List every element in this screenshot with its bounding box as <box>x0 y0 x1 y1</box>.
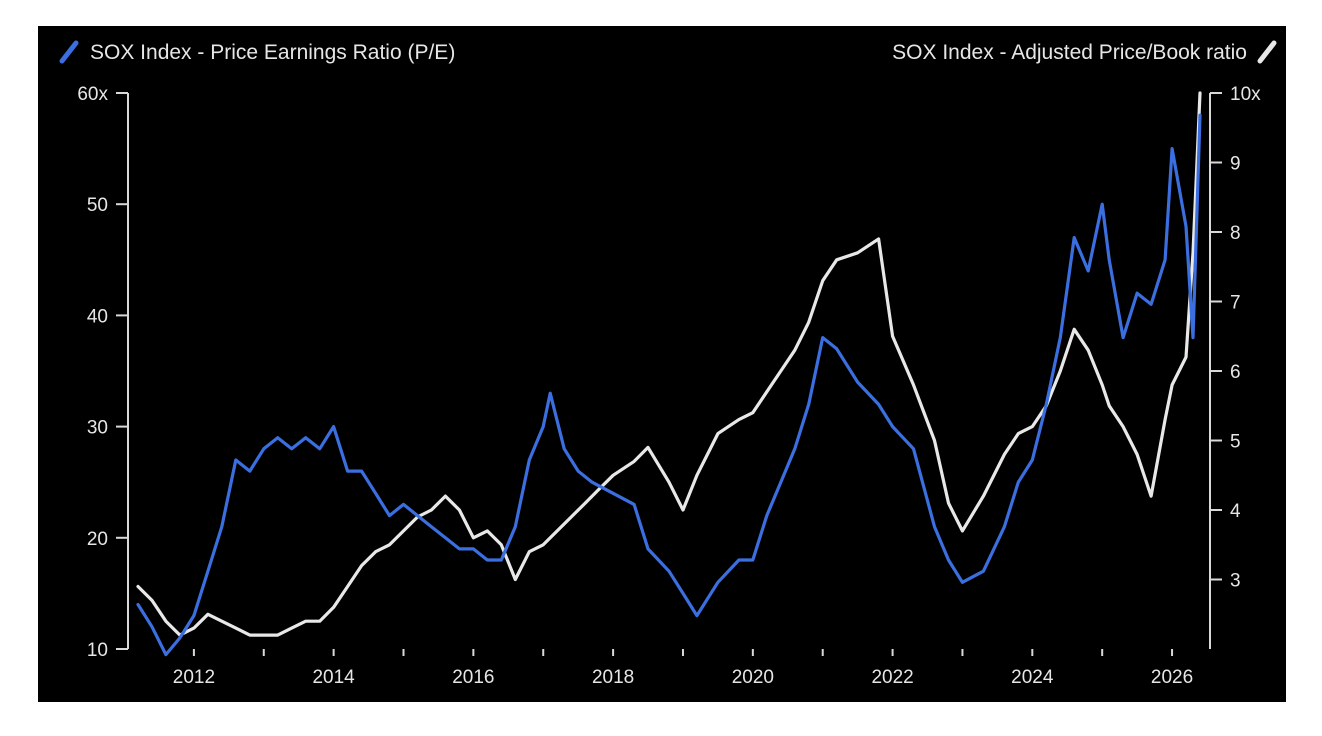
pe-ratio-line <box>136 113 1202 657</box>
x-tick-label: 2016 <box>452 667 494 688</box>
left-tick-label: 50 <box>87 195 108 216</box>
x-tick-label: 2026 <box>1151 667 1193 688</box>
right-tick-label: 5 <box>1230 432 1241 453</box>
x-tick-label: 2012 <box>173 667 215 688</box>
right-y-axis: 3 4 5 6 7 8 9 10x <box>1209 84 1261 649</box>
pb-ratio-line <box>136 91 1202 637</box>
left-tick-label: 20 <box>87 529 108 550</box>
legend-right: SOX Index - Adjusted Price/Book ratio <box>892 40 1277 64</box>
left-tick-label: 60x <box>77 84 108 105</box>
x-axis: 2012 2014 2016 2018 2020 2022 2024 2026 <box>173 649 1193 688</box>
right-tick-label: 4 <box>1230 501 1241 522</box>
x-tick-label: 2018 <box>592 667 634 688</box>
right-tick-label: 8 <box>1230 223 1241 244</box>
pe-pb-line-chart: SOX Index - Price Earnings Ratio (P/E) S… <box>59 40 1277 688</box>
right-tick-label: 9 <box>1230 154 1241 175</box>
pe-legend-swatch-icon <box>59 40 79 64</box>
right-axis-title: SOX Index - Adjusted Price/Book ratio <box>892 41 1247 64</box>
left-tick-label: 40 <box>87 306 108 327</box>
right-tick-label: 7 <box>1230 293 1241 314</box>
left-axis-title: SOX Index - Price Earnings Ratio (P/E) <box>90 41 455 64</box>
right-tick-label: 3 <box>1230 571 1241 592</box>
left-tick-label: 10 <box>87 640 108 661</box>
pb-legend-swatch-icon <box>1257 40 1277 64</box>
chart-panel: SOX Index - Price Earnings Ratio (P/E) S… <box>38 26 1286 702</box>
x-tick-label: 2020 <box>732 667 774 688</box>
right-tick-label: 6 <box>1230 362 1241 383</box>
legend-left: SOX Index - Price Earnings Ratio (P/E) <box>59 40 455 64</box>
right-tick-label: 10x <box>1230 84 1261 105</box>
series-layer <box>136 91 1202 657</box>
x-tick-label: 2014 <box>312 667 355 688</box>
x-tick-label: 2022 <box>871 667 913 688</box>
left-tick-label: 30 <box>87 418 108 439</box>
left-y-axis: 10 20 30 40 50 60x <box>77 84 129 661</box>
x-tick-label: 2024 <box>1011 667 1054 688</box>
